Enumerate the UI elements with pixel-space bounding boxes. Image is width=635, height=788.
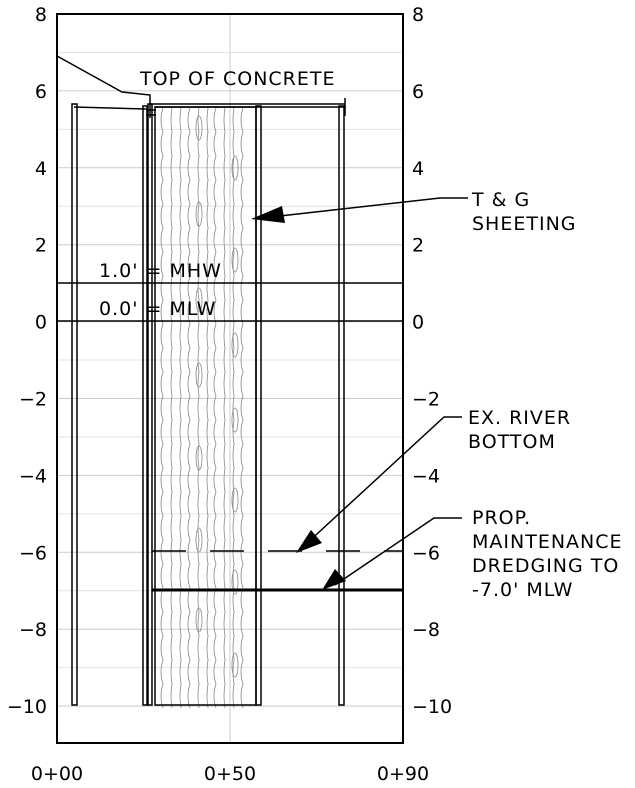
prop-label-line4: -7.0' MLW <box>472 579 573 601</box>
y-tick-label-right: −8 <box>412 619 440 641</box>
pile-mid-left-a <box>142 105 148 706</box>
x-tick-label: 0+90 <box>377 763 429 785</box>
wood-knot <box>195 362 203 388</box>
wood-knot <box>231 487 239 513</box>
plot-frame <box>56 13 404 744</box>
y-tick-label-right: 8 <box>412 4 424 26</box>
river-bottom-leader <box>304 416 462 546</box>
y-tick-label-right: 4 <box>412 158 424 180</box>
y-tick-label-right: −10 <box>412 696 452 718</box>
wood-knot <box>231 155 239 181</box>
arrowheads <box>251 206 346 590</box>
prop-label-line2: MAINTENANCE <box>472 531 623 553</box>
wood-grain-line <box>160 107 164 709</box>
prop-label-line1: PROP. <box>472 507 531 529</box>
y-tick-label-left: 2 <box>35 235 47 257</box>
top-of-concrete-leader <box>56 55 151 100</box>
river-bottom-label-line2: BOTTOM <box>468 431 556 453</box>
wood-knot <box>195 607 203 633</box>
tg-sheeting-arrowhead <box>251 206 285 223</box>
y-axis-right-ticks: 8 6 4 2 0 −2 −4 −6 −8 −10 <box>412 4 452 718</box>
tg-sheeting-label-line2: SHEETING <box>472 213 577 235</box>
wood-grain-line <box>232 107 235 709</box>
y-tick-label-left: 8 <box>35 4 47 26</box>
pile-mid-left-b <box>147 103 153 706</box>
pile-right <box>338 105 345 706</box>
leaders <box>56 55 468 586</box>
y-axis-left-ticks: 8 6 4 2 0 −2 −4 −6 −8 −10 <box>7 4 47 718</box>
river-bottom-arrowhead <box>296 530 322 553</box>
y-tick-label-right: −2 <box>412 389 440 411</box>
y-tick-label-left: −4 <box>19 465 47 487</box>
wood-knot <box>195 201 203 227</box>
top-cap <box>73 98 346 118</box>
y-tick-label-left: −2 <box>19 389 47 411</box>
y-tick-label-left: 0 <box>35 312 47 334</box>
y-tick-label-left: −8 <box>19 619 47 641</box>
wood-grain-line <box>223 107 226 709</box>
prop-label-line3: DREDGING TO <box>472 555 619 577</box>
top-of-concrete-label: TOP OF CONCRETE <box>139 68 336 90</box>
wood-knot <box>231 332 239 358</box>
wood-knot <box>195 445 203 471</box>
river-bottom-label-line1: EX. RIVER <box>468 407 571 429</box>
y-tick-label-right: −6 <box>412 542 440 564</box>
x-tick-label: 0+00 <box>31 763 83 785</box>
dredging-leader <box>334 517 462 586</box>
y-tick-label-right: 6 <box>412 81 424 103</box>
wood-knot <box>195 287 203 313</box>
mhw-label: 1.0' = MHW <box>99 260 222 282</box>
wood-grain-line <box>213 107 217 709</box>
pile-left <box>71 103 78 706</box>
y-tick-label-left: 6 <box>35 81 47 103</box>
grid <box>57 14 403 743</box>
y-tick-label-left: −10 <box>7 696 47 718</box>
wood-grain-line <box>197 107 200 709</box>
wood-grain-line <box>187 107 191 709</box>
wood-knot <box>195 527 203 553</box>
y-tick-label-left: −6 <box>19 542 47 564</box>
wood-grain-line <box>240 107 244 709</box>
wood-grain-line <box>170 107 173 709</box>
sheeting-wood-grain <box>160 107 244 709</box>
mlw-label: 0.0' = MLW <box>99 298 216 320</box>
pile-mid-right <box>255 105 262 706</box>
y-tick-label-right: 2 <box>412 235 424 257</box>
wood-grain-line <box>179 107 182 709</box>
wood-grain-line <box>206 107 209 709</box>
wood-knot <box>231 247 239 273</box>
wood-knot <box>231 652 239 678</box>
piles <box>71 103 345 706</box>
tg-sheeting-leader <box>261 197 468 219</box>
wood-knot <box>231 407 239 433</box>
y-tick-label-right: −4 <box>412 465 440 487</box>
tg-sheeting-label-line1: T & G <box>471 189 530 211</box>
x-axis-ticks: 0+00 0+50 0+90 <box>31 763 429 785</box>
y-tick-label-right: 0 <box>412 312 424 334</box>
y-tick-label-left: 4 <box>35 158 47 180</box>
wood-knot <box>195 115 203 141</box>
wood-knot <box>231 569 239 595</box>
dredging-arrowhead <box>322 569 346 590</box>
x-tick-label: 0+50 <box>204 763 256 785</box>
